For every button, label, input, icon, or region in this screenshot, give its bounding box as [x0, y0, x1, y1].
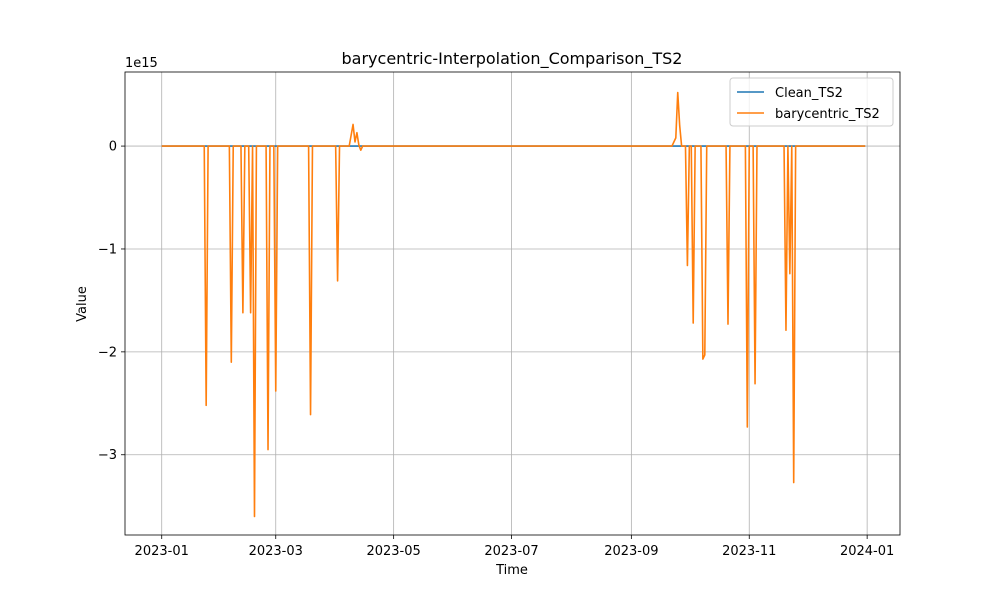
legend: Clean_TS2 barycentric_TS2	[729, 77, 894, 127]
axis-ticks: 2023-01 2023-03 2023-05 2023-07 2023-09 2023-…	[98, 140, 894, 559]
chart-title: barycentric-Interpolation_Comparison_TS2	[342, 49, 683, 69]
x-tick-label: 2023-05	[366, 544, 420, 559]
series-line-barycentric-ts2	[161, 91, 866, 518]
legend-box	[729, 77, 894, 127]
legend-label: Clean_TS2	[775, 86, 843, 101]
x-tick-label: 2023-11	[722, 544, 776, 559]
x-tick-label: 2023-07	[484, 544, 538, 559]
plot-frame	[124, 71, 901, 536]
x-tick-label: 2023-09	[604, 544, 658, 559]
y-tick-label: 0	[109, 140, 117, 155]
series-layer	[161, 91, 866, 518]
x-tick-label: 2024-01	[840, 544, 894, 559]
y-tick-label: −1	[98, 242, 117, 257]
x-tick-label: 2023-01	[135, 544, 189, 559]
x-tick-label: 2023-03	[249, 544, 303, 559]
x-axis-title: Time	[495, 563, 528, 578]
legend-label: barycentric_TS2	[775, 107, 880, 122]
y-tick-label: −2	[98, 345, 117, 360]
y-tick-label: −3	[98, 448, 117, 463]
y-axis-title: Value	[75, 286, 90, 322]
y-offset-label: 1e15	[125, 56, 158, 71]
